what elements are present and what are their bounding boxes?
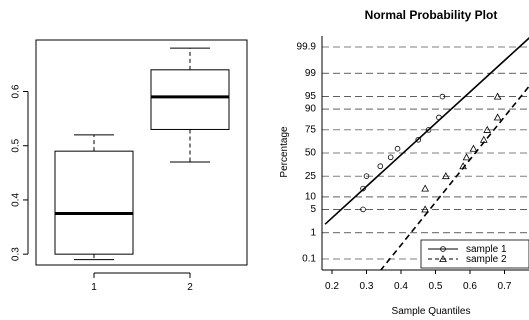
sample-2-fit-line — [379, 85, 529, 270]
sample-1-point — [363, 173, 370, 179]
normal-probability-panel: Normal Probability Plot Sample Quantiles… — [279, 8, 529, 317]
legend-sample-2-marker — [439, 254, 447, 263]
npp-y-tick-label: 75 — [305, 125, 317, 136]
npp-y-axis-label: Percentage — [279, 126, 290, 178]
npp-x-axis: 0.2 0.3 0.4 0.5 0.6 0.7 — [322, 269, 529, 292]
sample-2-point — [462, 153, 471, 161]
npp-y-tick-label: 1 — [310, 227, 316, 238]
sample-1-point — [360, 185, 366, 192]
sample-2-point — [421, 184, 430, 192]
box-y-tick-label: 0.5 — [11, 138, 22, 152]
npp-title: Normal Probability Plot — [365, 8, 498, 22]
npp-y-axis: 0.1 1 510 25 50 75 90 95 99 99.9 — [297, 36, 323, 270]
sample-1-point — [415, 136, 422, 143]
npp-x-tick-label: 0.3 — [360, 281, 374, 292]
box-x-tick-label: 2 — [187, 282, 193, 293]
sample-2-point — [441, 172, 450, 180]
npp-gridlines — [322, 46, 529, 260]
npp-y-tick-label: 10 — [305, 192, 317, 203]
npp-y-tick-label: 50 — [305, 148, 317, 159]
box-y-tick-label: 0.3 — [11, 247, 22, 261]
sample-1-fit-line — [324, 37, 529, 225]
sample-1-point — [394, 145, 401, 152]
legend-sample-2-label: sample 2 — [466, 254, 507, 265]
npp-points — [360, 92, 502, 213]
sample-2-point — [493, 92, 502, 100]
sample-2-point — [459, 162, 467, 170]
sample-2-point — [479, 135, 488, 143]
npp-x-tick-label: 0.2 — [325, 281, 339, 292]
npp-x-tick-label: 0.7 — [498, 281, 512, 292]
box-y-tick-label: 0.6 — [11, 84, 22, 98]
npp-y-tick-label: 99.9 — [297, 42, 317, 53]
npp-x-tick-label: 0.5 — [429, 281, 443, 292]
npp-legend-box — [420, 239, 529, 269]
legend-sample-1-label: sample 1 — [466, 244, 507, 255]
npp-y-tick-label: 99 — [305, 68, 317, 79]
npp-x-tick-label: 0.6 — [463, 281, 477, 292]
sample-1-point — [425, 127, 432, 133]
box-x-tick-label: 1 — [91, 282, 97, 293]
box-iqr — [150, 69, 230, 130]
box-y-tick-label: 0.4 — [11, 193, 22, 207]
box-plot-frame — [35, 39, 248, 266]
npp-y-tick-label: 0.1 — [302, 254, 316, 265]
sample-1-point — [377, 163, 384, 170]
npp-y-tick-label: 90 — [305, 104, 317, 115]
sample-1-point — [360, 206, 366, 213]
box-iqr — [54, 150, 134, 255]
box-plot-y-axis: 0.3 0.4 0.5 0.6 — [11, 84, 29, 261]
npp-x-axis-label: Sample Quantiles — [392, 306, 471, 317]
npp-y-tick-label: 25 — [305, 171, 317, 182]
sample-2-point — [493, 113, 502, 121]
npp-y-tick-label: 95 — [305, 91, 317, 102]
sample-1-point — [387, 154, 394, 161]
sample-1-point — [436, 114, 442, 121]
box-plot-marks — [54, 47, 230, 261]
sample-2-point — [483, 125, 492, 133]
npp-y-tick-label: 5 — [310, 204, 316, 215]
npp-x-tick-label: 0.4 — [394, 281, 408, 292]
npp-fit-lines — [324, 37, 529, 270]
sample-2-point — [421, 205, 430, 213]
legend-sample-1-marker — [440, 246, 446, 252]
sample-2-point — [469, 144, 478, 152]
sample-1-point — [439, 93, 446, 100]
